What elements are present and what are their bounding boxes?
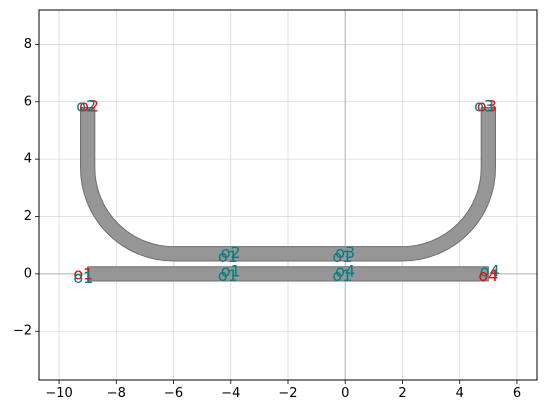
- y-tick-label: 6: [24, 94, 32, 109]
- x-tick-label: −10: [45, 386, 72, 401]
- x-tick-label: −2: [278, 386, 297, 401]
- y-tick-label: 8: [24, 37, 32, 52]
- port-label: o1: [221, 262, 241, 281]
- port-label: o4: [478, 266, 498, 285]
- port-label: o3: [335, 243, 355, 262]
- port-label: o3: [477, 97, 497, 116]
- port-label: o3: [474, 97, 494, 116]
- port-label: o4: [335, 262, 355, 281]
- port-label: o1: [218, 247, 238, 266]
- y-tick-label: 2: [24, 209, 32, 224]
- port-label: o2: [221, 243, 241, 262]
- x-tick-label: −4: [221, 386, 240, 401]
- port-label: o1: [332, 266, 352, 285]
- x-tick-label: −6: [164, 386, 183, 401]
- y-tick-label: −2: [13, 324, 32, 339]
- y-tick-label: 0: [24, 266, 32, 281]
- ticks: −10 −8 −6 −4 −2 0 2 4 6 −2 0 2 4 6 8: [13, 37, 521, 401]
- waveguide-straight: [87, 266, 489, 282]
- x-tick-label: 2: [398, 386, 406, 401]
- port-label: o2: [76, 97, 96, 116]
- port-label: o1: [218, 266, 238, 285]
- waveguides: [80, 107, 496, 282]
- port-label: o1: [332, 247, 352, 266]
- x-tick-label: 0: [341, 386, 349, 401]
- waveguide-u-bend: [80, 107, 496, 262]
- x-tick-label: 6: [513, 386, 521, 401]
- port-label: o1: [73, 268, 93, 287]
- x-tick-label: −8: [107, 386, 126, 401]
- y-tick-label: 4: [24, 152, 32, 167]
- port-label: o1: [73, 264, 93, 283]
- port-label: o4: [480, 262, 500, 281]
- x-tick-label: 4: [456, 386, 464, 401]
- port-label: o2: [79, 97, 99, 116]
- grid: [39, 10, 537, 380]
